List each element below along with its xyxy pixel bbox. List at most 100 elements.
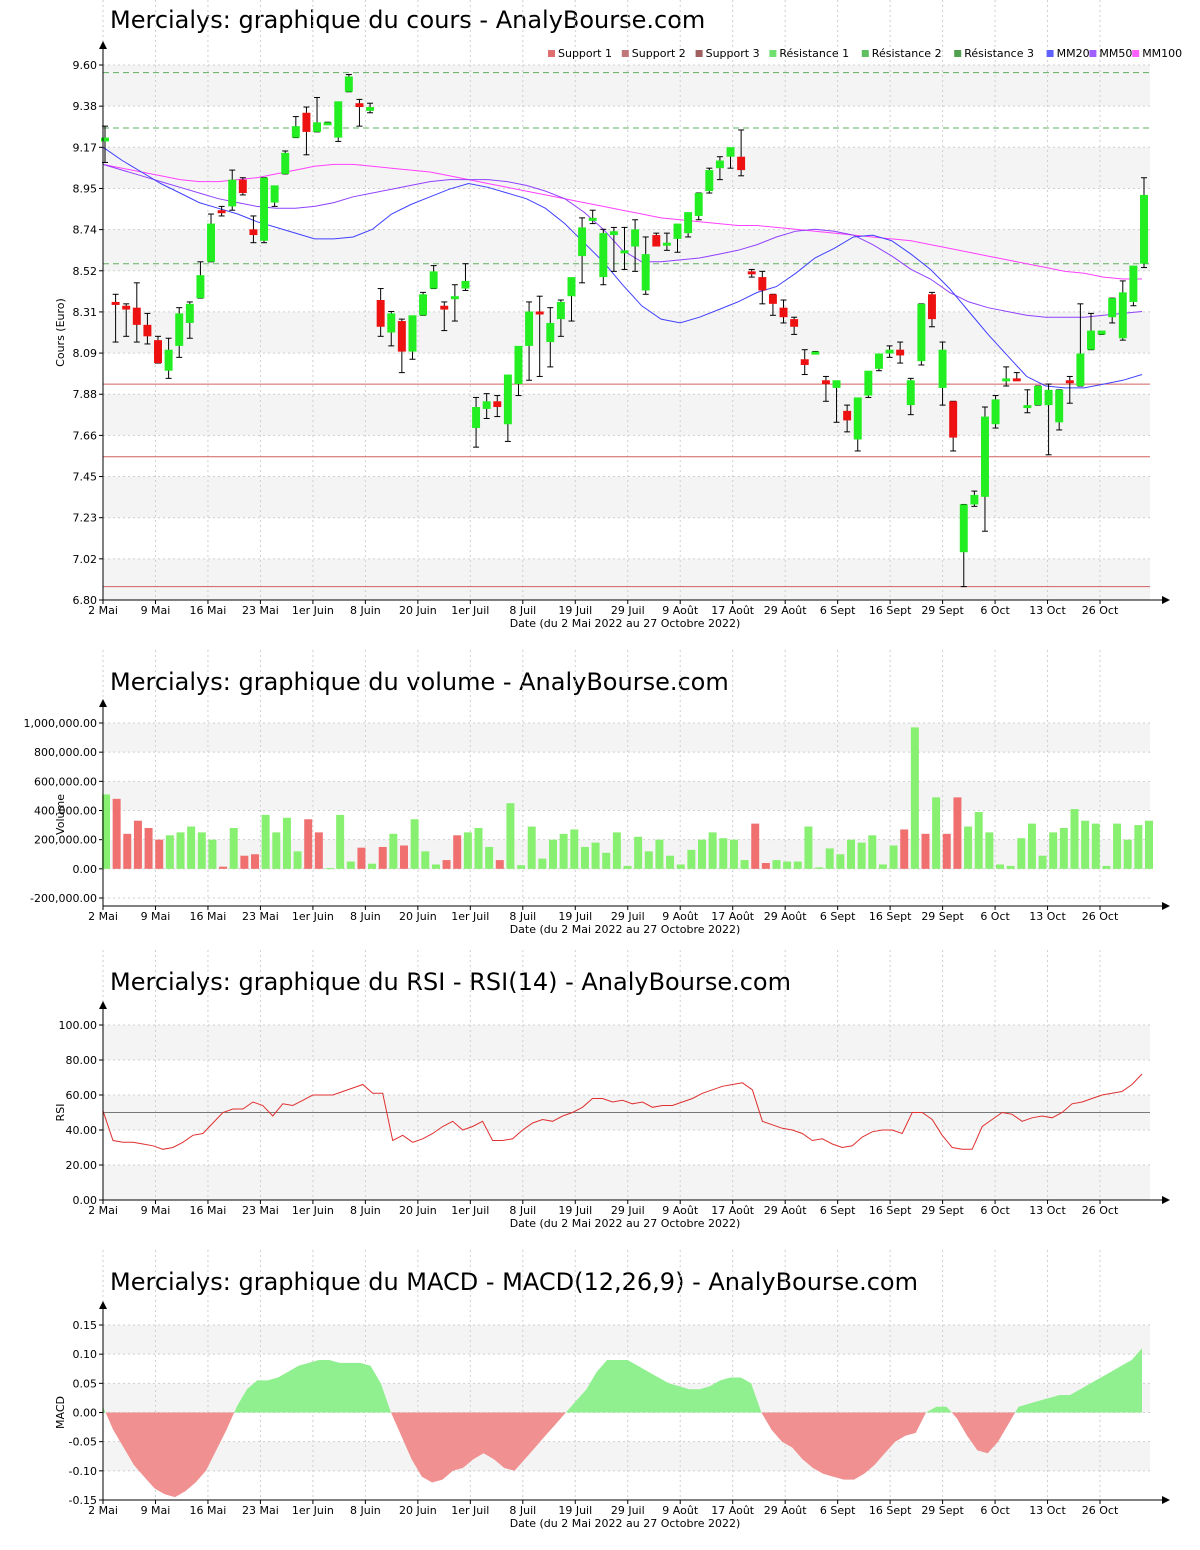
volume-bar: [655, 839, 664, 869]
candle: [302, 106, 311, 156]
x-tick-label: 16 Sept: [869, 1204, 912, 1217]
x-tick-label: 16 Mai: [190, 1204, 227, 1217]
volume-bar: [687, 849, 696, 869]
y-tick-label: 9.38: [73, 100, 98, 113]
candle-body: [397, 321, 406, 352]
volume-bar: [431, 864, 440, 869]
ma50-line: [102, 163, 1143, 318]
candle-body: [1118, 292, 1127, 339]
candle-body: [355, 103, 364, 108]
candle: [355, 98, 364, 127]
volume-bar: [208, 839, 217, 869]
y-tick-label: 0.15: [73, 1319, 98, 1332]
x-tick-label: 13 Oct: [1029, 1504, 1066, 1517]
candle-body: [525, 311, 534, 346]
macd-chart: 0.15 0.10 0.05 0.00 -0.05 -0.10 -0.152 Mai 9 Ma…: [54, 1250, 1170, 1530]
x-tick-label: 20 Juin: [399, 604, 437, 617]
y-tick-label: 400,000.00: [34, 805, 97, 818]
candle: [482, 393, 491, 419]
candle-body: [461, 280, 470, 289]
macd-negative-area: [391, 1412, 566, 1483]
x-tick-label: 16 Mai: [190, 604, 227, 617]
candle: [313, 96, 322, 133]
candle-body: [938, 349, 947, 388]
candle: [673, 223, 682, 253]
y-tick-label: 800,000.00: [34, 746, 97, 759]
background-band: [103, 65, 1150, 107]
y-tick-label: 8.74: [73, 224, 98, 237]
macd-positive-area: [926, 1406, 952, 1413]
legend-label: Résistance 1: [779, 47, 849, 60]
candle-body: [387, 313, 396, 333]
legend-swatch: [954, 50, 962, 57]
volume-bar: [1123, 839, 1132, 869]
volume-bar: [942, 833, 951, 869]
x-tick-label: 1er Juin: [292, 604, 334, 617]
volume-bar: [1038, 855, 1047, 869]
macd-positive-area: [103, 1406, 106, 1413]
candle: [1140, 177, 1148, 269]
volume-bar: [985, 832, 994, 869]
volume-bar: [1070, 809, 1079, 869]
legend-label: MM100: [1142, 47, 1182, 60]
volume-bar: [314, 832, 323, 869]
candle: [132, 282, 141, 343]
candle: [1034, 385, 1042, 406]
x-tick-label: 8 Juil: [509, 604, 536, 617]
volume-bar: [1049, 832, 1058, 869]
x-axis-label: Date (du 2 Mai 2022 au 27 Octobre 2022): [510, 923, 741, 936]
legend-item: MM20: [1046, 47, 1090, 60]
y-tick-label: -0.15: [69, 1494, 97, 1507]
macd-positive-area: [1015, 1348, 1142, 1413]
candle: [832, 380, 841, 423]
candle: [472, 396, 481, 448]
volume-bar: [900, 829, 909, 869]
candle: [556, 299, 565, 337]
candle: [578, 217, 587, 284]
background-band: [103, 1325, 1150, 1355]
x-tick-label: 23 Mai: [242, 604, 279, 617]
x-tick-label: 29 Août: [764, 910, 808, 923]
candle-body: [811, 351, 820, 355]
candle-body: [673, 223, 682, 239]
x-tick-label: 6 Sept: [820, 1504, 856, 1517]
volume-bar: [123, 833, 132, 869]
volume-bar: [751, 823, 760, 869]
volume-bar: [698, 839, 706, 869]
volume-bar: [453, 835, 462, 869]
x-axis-label: Date (du 2 Mai 2022 au 27 Octobre 2022): [510, 617, 741, 630]
y-tick-label: 20.00: [66, 1159, 98, 1172]
y-tick-label: 100.00: [59, 1019, 98, 1032]
candle: [525, 301, 534, 381]
background-band: [103, 1025, 1150, 1060]
candle: [991, 395, 1000, 429]
y-axis-arrow: [99, 41, 107, 49]
y-tick-label: 0.00: [73, 1407, 98, 1420]
candle-body: [1097, 330, 1106, 335]
candle: [811, 351, 820, 355]
candle-body: [843, 410, 852, 421]
candle: [281, 150, 290, 175]
rsi-line: [102, 1073, 1143, 1150]
x-tick-label: 17 Août: [711, 1504, 755, 1517]
x-tick-label: 9 Août: [662, 1504, 699, 1517]
candle-body: [196, 275, 205, 299]
candle-body: [641, 254, 650, 291]
candle: [641, 236, 650, 295]
volume-bar: [336, 814, 345, 869]
price-chart-title: Mercialys: graphique du cours - AnalyBou…: [110, 6, 706, 34]
volume-bar: [400, 845, 408, 869]
volume-bar: [293, 851, 302, 869]
y-tick-label: 1,000,000.00: [24, 717, 97, 730]
volume-bar: [474, 828, 483, 869]
volume-bar: [761, 863, 770, 869]
volume-bar: [112, 798, 121, 869]
x-tick-label: 29 Sept: [921, 604, 964, 617]
candle-body: [101, 137, 109, 142]
volume-bar: [1006, 865, 1015, 869]
candle: [662, 232, 671, 251]
candle: [843, 404, 852, 433]
x-tick-label: 2 Mai: [88, 910, 118, 923]
legend-label: Support 3: [706, 47, 760, 60]
x-tick-label: 13 Oct: [1029, 910, 1066, 923]
